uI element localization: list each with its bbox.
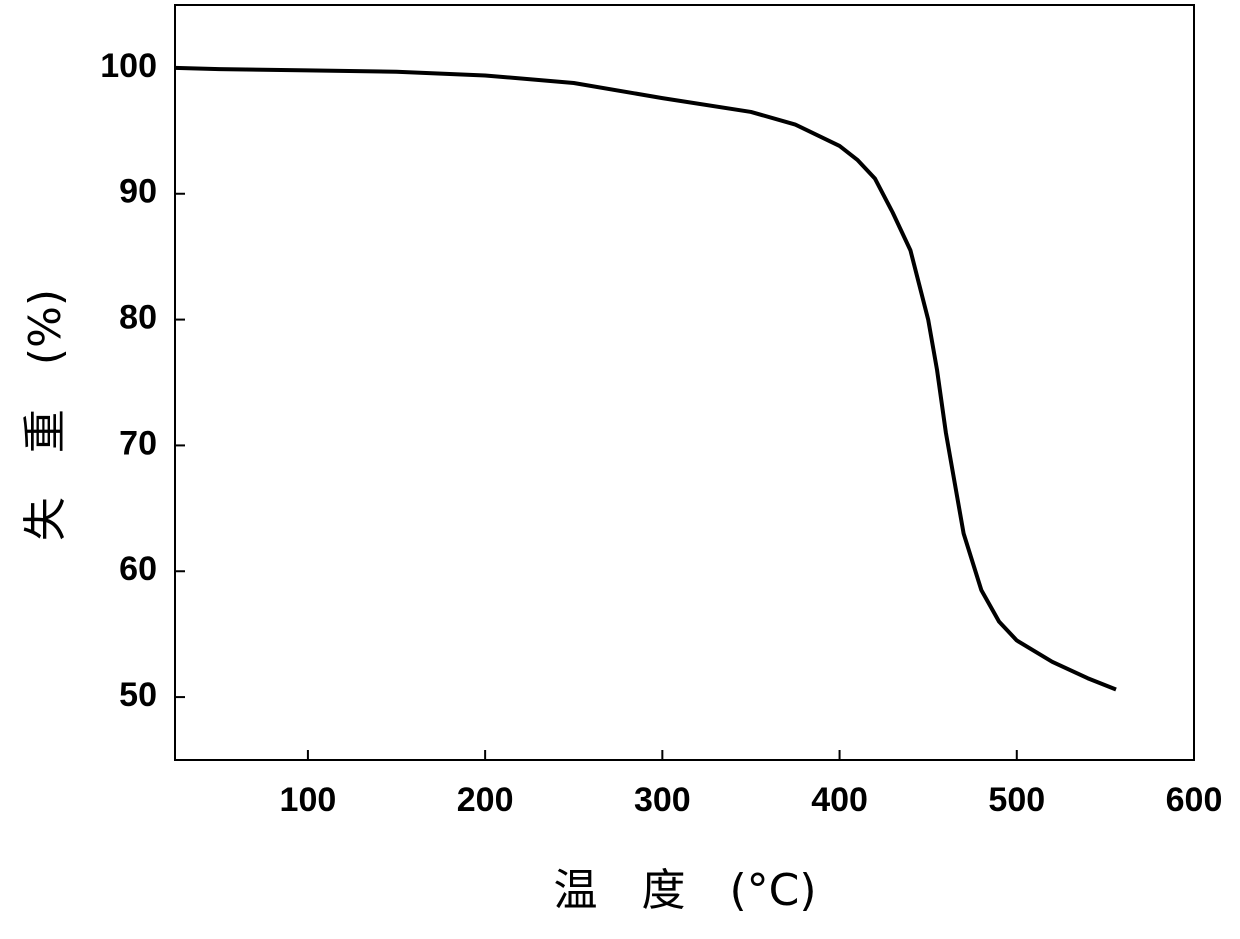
y-tick-label: 90 (119, 173, 157, 211)
plot-frame (175, 5, 1194, 760)
y-tick-label: 60 (119, 550, 157, 588)
x-tick-label: 500 (988, 781, 1045, 819)
x-tick-label: 100 (280, 781, 337, 819)
data-line (175, 68, 1116, 690)
y-axis-label: 失 重 (%) (20, 289, 71, 541)
y-tick-label: 100 (100, 47, 157, 85)
x-tick-label: 400 (811, 781, 868, 819)
chart: 温 度 (°C) 失 重 (%) 50 60 70 80 90 100 100 200 300 4… (0, 0, 1240, 939)
y-tick-label: 80 (119, 299, 157, 337)
x-tick-label: 600 (1166, 781, 1223, 819)
x-tick-label: 300 (634, 781, 691, 819)
page: 温 度 (°C) 失 重 (%) 50 60 70 80 90 100 100 200 300 4… (0, 0, 1240, 939)
y-tick-label: 50 (119, 676, 157, 714)
y-tick-label: 70 (119, 424, 157, 462)
x-tick-label: 200 (457, 781, 514, 819)
x-axis-label: 温 度 (°C) (553, 865, 816, 916)
